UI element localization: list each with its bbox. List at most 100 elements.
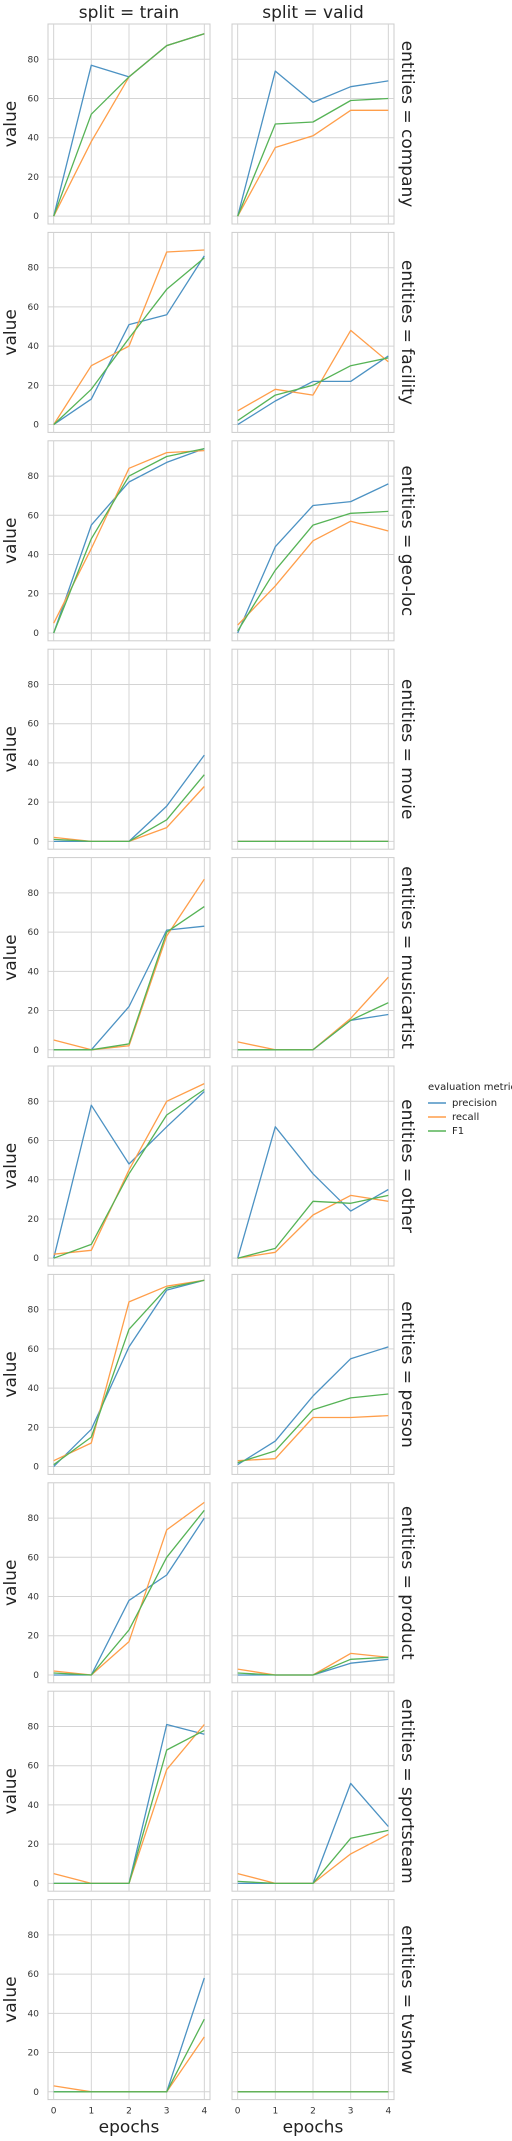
y-tick-label: 20	[28, 173, 40, 183]
series-line-f1	[237, 1656, 389, 1676]
row-title: entities = movie	[397, 679, 417, 820]
x-axis-label: epochs	[99, 2118, 160, 2138]
series-line-f1	[237, 510, 389, 632]
row-title: entities = other	[397, 1099, 417, 1233]
y-tick-label: 20	[28, 1007, 40, 1017]
y-tick-label: 60	[28, 1137, 40, 1147]
series-line-f1	[237, 357, 389, 422]
y-tick-label: 60	[28, 928, 40, 938]
y-tick-label: 60	[28, 511, 40, 521]
y-tick-label: 0	[33, 1671, 39, 1681]
y-tick-label: 80	[28, 264, 40, 274]
series-line-recall	[237, 520, 389, 626]
series-line-f1	[53, 1279, 205, 1466]
series-line-f1	[237, 1002, 389, 1051]
series-line-recall	[53, 1501, 205, 1676]
y-tick-label: 0	[33, 212, 39, 222]
series-line-f1	[53, 2018, 205, 2093]
y-tick-label: 40	[28, 967, 40, 977]
y-tick-label: 80	[28, 1306, 40, 1316]
series-line-f1	[53, 774, 205, 843]
y-tick-label: 20	[28, 1632, 40, 1642]
column-title: split = valid	[262, 3, 364, 23]
y-tick-label: 60	[28, 303, 40, 313]
y-tick-label: 0	[33, 1046, 39, 1056]
series-line-recall	[53, 1279, 205, 1462]
x-tick-label: 2	[310, 2107, 316, 2117]
series-line-f1	[53, 1729, 205, 1885]
legend-title: evaluation metric	[428, 1082, 512, 1093]
series-line-f1	[53, 1509, 205, 1676]
legend-entry: precision	[452, 1098, 497, 1109]
legend-entry: F1	[452, 1126, 464, 1137]
series-line-recall	[53, 878, 205, 1051]
x-tick-label: 4	[385, 2107, 391, 2117]
x-tick-label: 1	[272, 2107, 278, 2117]
y-tick-label: 60	[28, 1553, 40, 1563]
series-line-recall	[237, 1414, 389, 1462]
row-title: entities = product	[397, 1506, 417, 1660]
y-axis-label: value	[1, 1560, 21, 1606]
y-tick-label: 0	[33, 1463, 39, 1473]
y-tick-label: 80	[28, 889, 40, 899]
y-tick-label: 40	[28, 134, 40, 144]
series-line-f1	[53, 33, 205, 217]
column-title: split = train	[79, 3, 179, 23]
y-tick-label: 0	[33, 1879, 39, 1889]
y-tick-label: 80	[28, 1514, 40, 1524]
row-title: entities = geo-loc	[397, 465, 417, 616]
y-tick-label: 60	[28, 1762, 40, 1772]
y-axis-label: value	[1, 934, 21, 980]
series-line-f1	[237, 1829, 389, 1885]
x-tick-label: 3	[164, 2107, 170, 2117]
series-line-f1	[237, 97, 389, 217]
x-tick-label: 0	[235, 2107, 241, 2117]
y-axis-label: value	[1, 726, 21, 772]
series-line-f1	[237, 1393, 389, 1464]
y-tick-label: 0	[33, 1254, 39, 1264]
y-tick-label: 20	[28, 2049, 40, 2059]
x-tick-label: 3	[348, 2107, 354, 2117]
y-tick-label: 20	[28, 381, 40, 391]
series-line-recall	[53, 249, 205, 425]
y-tick-label: 0	[33, 2088, 39, 2098]
series-line-f1	[237, 1194, 389, 1259]
series-line-f1	[53, 906, 205, 1051]
y-tick-label: 80	[28, 680, 40, 690]
y-axis-label: value	[1, 1351, 21, 1397]
series-line-precision	[53, 255, 205, 426]
y-tick-label: 40	[28, 1176, 40, 1186]
y-tick-label: 40	[28, 1593, 40, 1603]
y-tick-label: 60	[28, 1970, 40, 1980]
series-line-precision	[237, 355, 389, 426]
series-line-precision	[53, 1279, 205, 1468]
series-line-recall	[237, 329, 389, 412]
y-axis-label: value	[1, 1768, 21, 1814]
row-title: entities = tvshow	[397, 1925, 417, 2074]
y-tick-label: 80	[28, 55, 40, 65]
legend-entry: recall	[452, 1112, 479, 1123]
x-tick-label: 0	[51, 2107, 57, 2117]
y-axis-label: value	[1, 101, 21, 147]
y-tick-label: 20	[28, 1840, 40, 1850]
y-axis-label: value	[1, 1143, 21, 1189]
y-axis-label: value	[1, 309, 21, 355]
series-line-f1	[53, 447, 205, 634]
series-line-precision	[53, 447, 205, 634]
y-tick-label: 80	[28, 1097, 40, 1107]
x-tick-label: 1	[88, 2107, 94, 2117]
y-tick-label: 0	[33, 629, 39, 639]
y-tick-label: 40	[28, 1801, 40, 1811]
y-tick-label: 20	[28, 590, 40, 600]
y-tick-label: 40	[28, 759, 40, 769]
x-tick-label: 4	[201, 2107, 207, 2117]
series-line-recall	[53, 449, 205, 624]
series-line-recall	[53, 1083, 205, 1255]
y-tick-label: 60	[28, 1345, 40, 1355]
y-axis-label: value	[1, 518, 21, 564]
y-tick-label: 60	[28, 720, 40, 730]
series-line-precision	[53, 1091, 205, 1259]
y-axis-label: value	[1, 1976, 21, 2022]
y-tick-label: 40	[28, 551, 40, 561]
